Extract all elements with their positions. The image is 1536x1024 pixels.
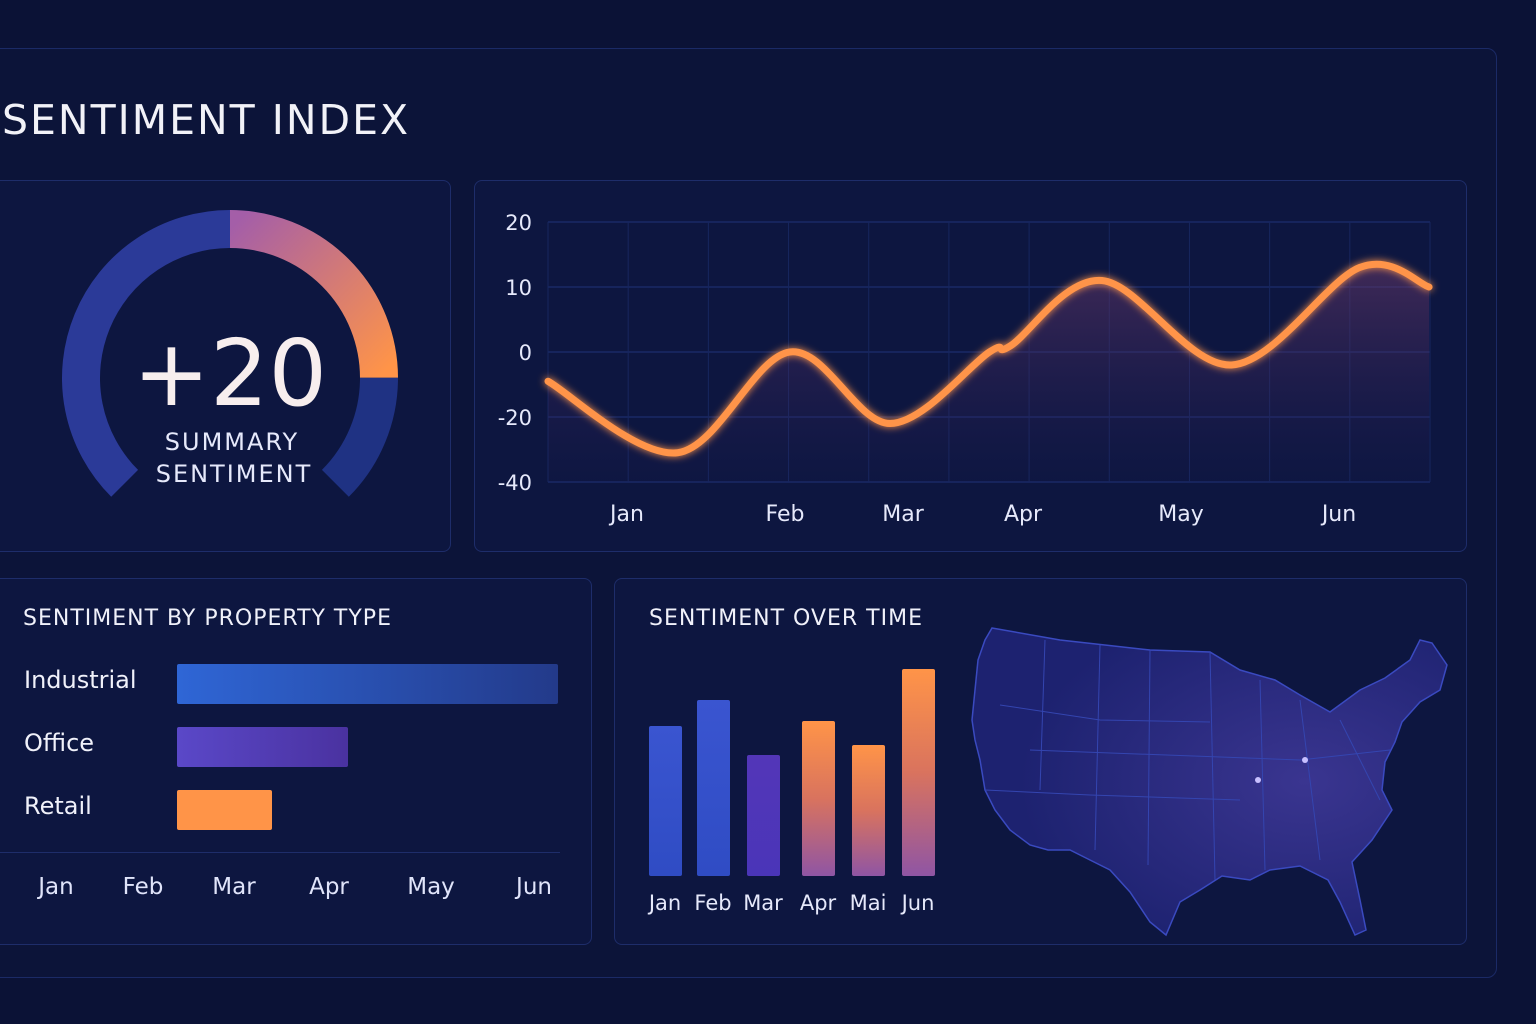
y-tick-label: 0 bbox=[519, 341, 532, 365]
x-tick-label: Jun bbox=[900, 891, 935, 915]
x-tick-label: Feb bbox=[122, 874, 164, 900]
gauge-remainder bbox=[321, 377, 399, 497]
bar-label: Retail bbox=[24, 792, 92, 820]
x-tick-label: Jan bbox=[647, 891, 681, 915]
x-tick-label: Mar bbox=[882, 502, 924, 527]
y-tick-label: 10 bbox=[505, 276, 532, 300]
bar-mai bbox=[852, 745, 885, 876]
property-type-title: SENTIMENT BY PROPERTY TYPE bbox=[23, 606, 392, 631]
state-borders bbox=[984, 639, 1391, 881]
x-tick-label: Jun bbox=[516, 874, 552, 900]
over-time-title: SENTIMENT OVER TIME bbox=[649, 606, 923, 631]
line-area-fill bbox=[548, 264, 1430, 482]
bar-retail bbox=[177, 790, 273, 830]
map-hotspot bbox=[1302, 757, 1308, 763]
axis-divider bbox=[0, 852, 560, 853]
line-chart: 20 10 0 -20 -40 Jan Feb Mar Apr May Jun bbox=[498, 211, 1433, 527]
bar-jan bbox=[649, 726, 682, 876]
page-title: SENTIMENT INDEX bbox=[2, 96, 411, 144]
sentiment-line bbox=[544, 260, 1433, 457]
x-tick-label: May bbox=[407, 874, 455, 900]
y-tick-label: 20 bbox=[505, 211, 532, 235]
y-tick-label: -20 bbox=[498, 406, 532, 430]
x-tick-label: Feb bbox=[694, 891, 731, 915]
gauge-value: +20 bbox=[133, 320, 327, 427]
summary-gauge: +20 SUMMARY SENTIMENT bbox=[62, 210, 399, 497]
x-tick-label: Feb bbox=[766, 502, 805, 527]
over-time-bar-chart: Jan Feb Mar Apr Mai Jun bbox=[647, 669, 935, 915]
x-tick-label: Jan bbox=[608, 502, 644, 527]
bar-mar bbox=[747, 755, 780, 876]
x-tick-label: Mar bbox=[212, 874, 256, 900]
bar-label: Office bbox=[24, 729, 95, 757]
map-hotspot bbox=[1255, 777, 1261, 783]
bar-industrial bbox=[177, 664, 558, 704]
x-tick-label: May bbox=[1158, 502, 1203, 527]
x-tick-label: Jun bbox=[1320, 502, 1356, 527]
x-tick-label: Jan bbox=[38, 874, 74, 900]
x-tick-label: Apr bbox=[1004, 502, 1043, 527]
y-tick-label: -40 bbox=[498, 471, 532, 495]
gauge-track bbox=[62, 210, 231, 497]
x-tick-label: Mai bbox=[850, 891, 887, 915]
bar-label: Industrial bbox=[24, 666, 137, 694]
x-tick-label: Apr bbox=[309, 874, 349, 900]
bar-feb bbox=[697, 700, 730, 876]
gauge-fill bbox=[229, 210, 398, 379]
bar-jun bbox=[902, 669, 935, 876]
x-tick-label: Mar bbox=[743, 891, 783, 915]
bar-apr bbox=[802, 721, 835, 876]
us-map-outline bbox=[971, 627, 1448, 937]
bar-office bbox=[177, 727, 349, 767]
gauge-caption-line2: SENTIMENT bbox=[156, 460, 313, 488]
gauge-caption-line1: SUMMARY bbox=[165, 428, 299, 456]
x-tick-label: Apr bbox=[800, 891, 837, 915]
